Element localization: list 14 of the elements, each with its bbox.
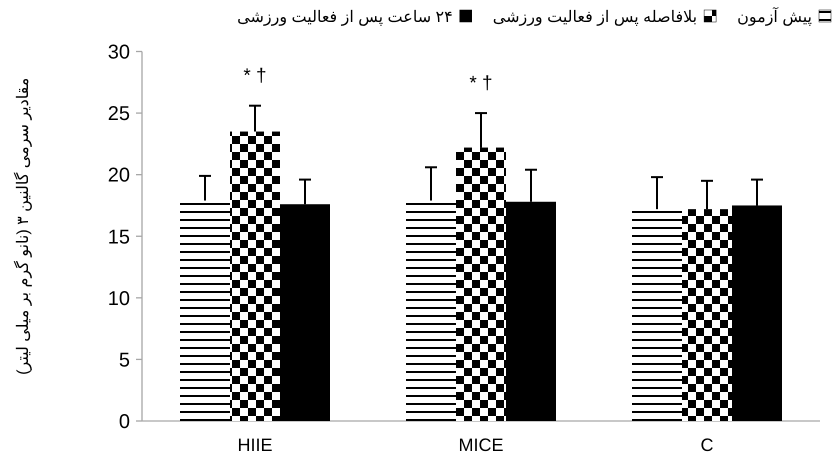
y-tick-label: 5 [118, 349, 130, 372]
y-tick-label: 15 [108, 226, 130, 248]
y-tick-label: 30 [108, 42, 130, 64]
annotation: * † [243, 66, 267, 87]
y-tick-label: 20 [108, 164, 130, 187]
y-tick-label: 25 [108, 103, 130, 126]
ylabel: مقادیر سرمی گالنین ۳ (نانو گرم بر میلی لیتر) [15, 78, 32, 375]
x-tick-label: HIIE [237, 435, 273, 455]
y-tick-label: 0 [118, 411, 130, 433]
x-tick-label: MICE [458, 435, 504, 455]
x-tick-label: C [700, 435, 714, 455]
y-tick-label: 10 [108, 288, 130, 310]
annotation: * † [469, 73, 493, 94]
legend-label: پیش آزمون [737, 6, 812, 26]
